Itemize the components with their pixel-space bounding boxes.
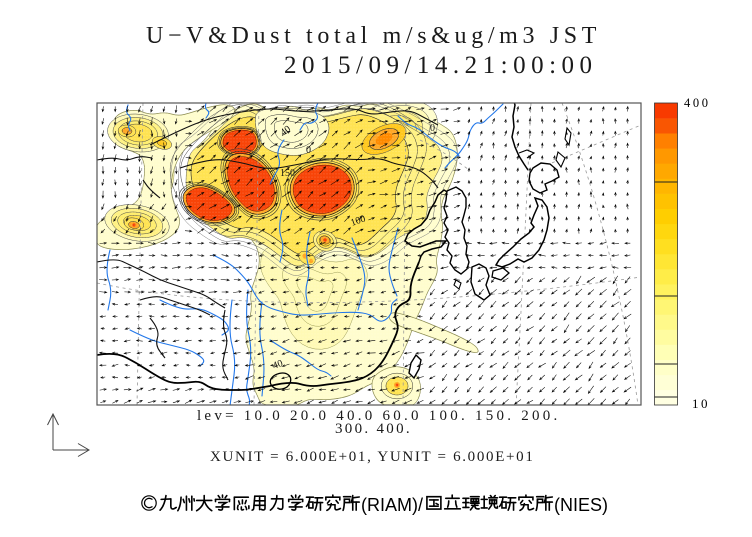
svg-text:(NIES): (NIES) [554, 495, 608, 515]
svg-text:(RIAM)/: (RIAM)/ [361, 495, 423, 515]
svg-text:100: 100 [349, 213, 367, 228]
svg-text:0: 0 [430, 123, 435, 134]
svg-text:0: 0 [306, 145, 311, 156]
svg-text:40: 40 [271, 358, 284, 372]
svg-text:150: 150 [280, 168, 295, 179]
